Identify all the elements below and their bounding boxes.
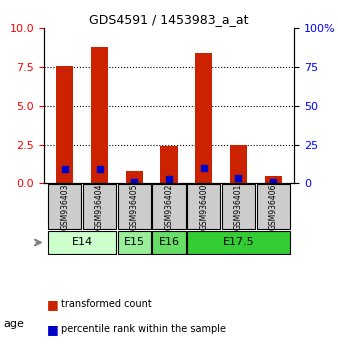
Title: GDS4591 / 1453983_a_at: GDS4591 / 1453983_a_at	[89, 13, 249, 26]
Text: GSM936406: GSM936406	[269, 183, 278, 230]
Bar	[265, 176, 282, 183]
Bar	[126, 171, 143, 183]
FancyBboxPatch shape	[187, 184, 220, 229]
FancyBboxPatch shape	[118, 184, 151, 229]
FancyBboxPatch shape	[83, 184, 116, 229]
Text: GSM936403: GSM936403	[60, 183, 69, 230]
Bar	[160, 146, 178, 183]
FancyBboxPatch shape	[48, 184, 81, 229]
Text: GSM936401: GSM936401	[234, 184, 243, 230]
Text: age: age	[3, 319, 24, 329]
Text: GSM936400: GSM936400	[199, 183, 208, 230]
FancyBboxPatch shape	[222, 184, 255, 229]
Text: transformed count: transformed count	[61, 299, 151, 309]
Text: E16: E16	[159, 238, 179, 247]
Text: percentile rank within the sample: percentile rank within the sample	[61, 324, 226, 334]
Text: E14: E14	[72, 238, 93, 247]
FancyBboxPatch shape	[152, 231, 186, 253]
Text: E17.5: E17.5	[223, 238, 255, 247]
FancyBboxPatch shape	[48, 231, 116, 253]
FancyBboxPatch shape	[118, 231, 151, 253]
Text: GSM936404: GSM936404	[95, 183, 104, 230]
Bar	[56, 65, 73, 183]
FancyBboxPatch shape	[257, 184, 290, 229]
Text: E15: E15	[124, 238, 145, 247]
Text: GSM936402: GSM936402	[165, 184, 173, 230]
Text: GSM936405: GSM936405	[130, 183, 139, 230]
Bar	[91, 47, 108, 183]
Text: ■: ■	[47, 323, 59, 336]
Bar	[195, 53, 212, 183]
FancyBboxPatch shape	[152, 184, 186, 229]
FancyBboxPatch shape	[187, 231, 290, 253]
Text: ■: ■	[47, 298, 59, 311]
Bar	[230, 145, 247, 183]
